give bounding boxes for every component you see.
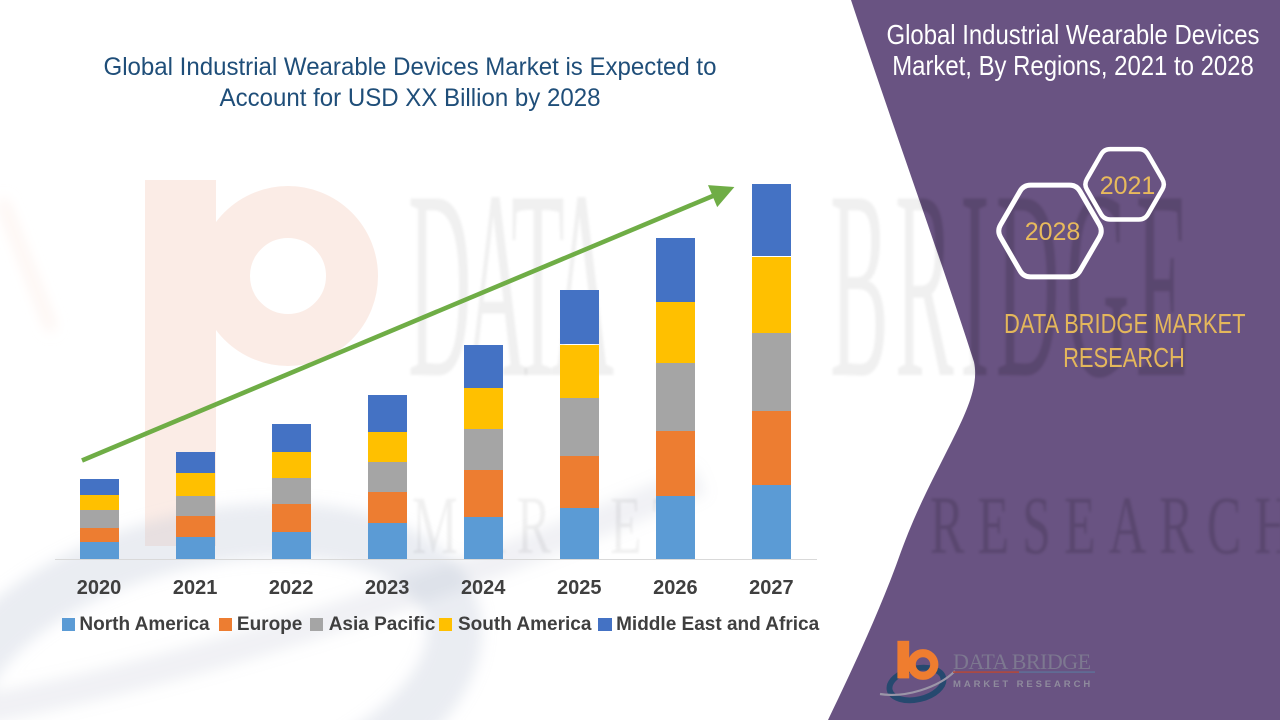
svg-text:MARKET: MARKET (412, 478, 695, 571)
svg-text:BRIDGE: BRIDGE (830, 136, 1196, 434)
svg-text:RESEARCH: RESEARCH (930, 478, 1280, 571)
svg-text:RESEARCH: RESEARCH (930, 478, 1280, 571)
